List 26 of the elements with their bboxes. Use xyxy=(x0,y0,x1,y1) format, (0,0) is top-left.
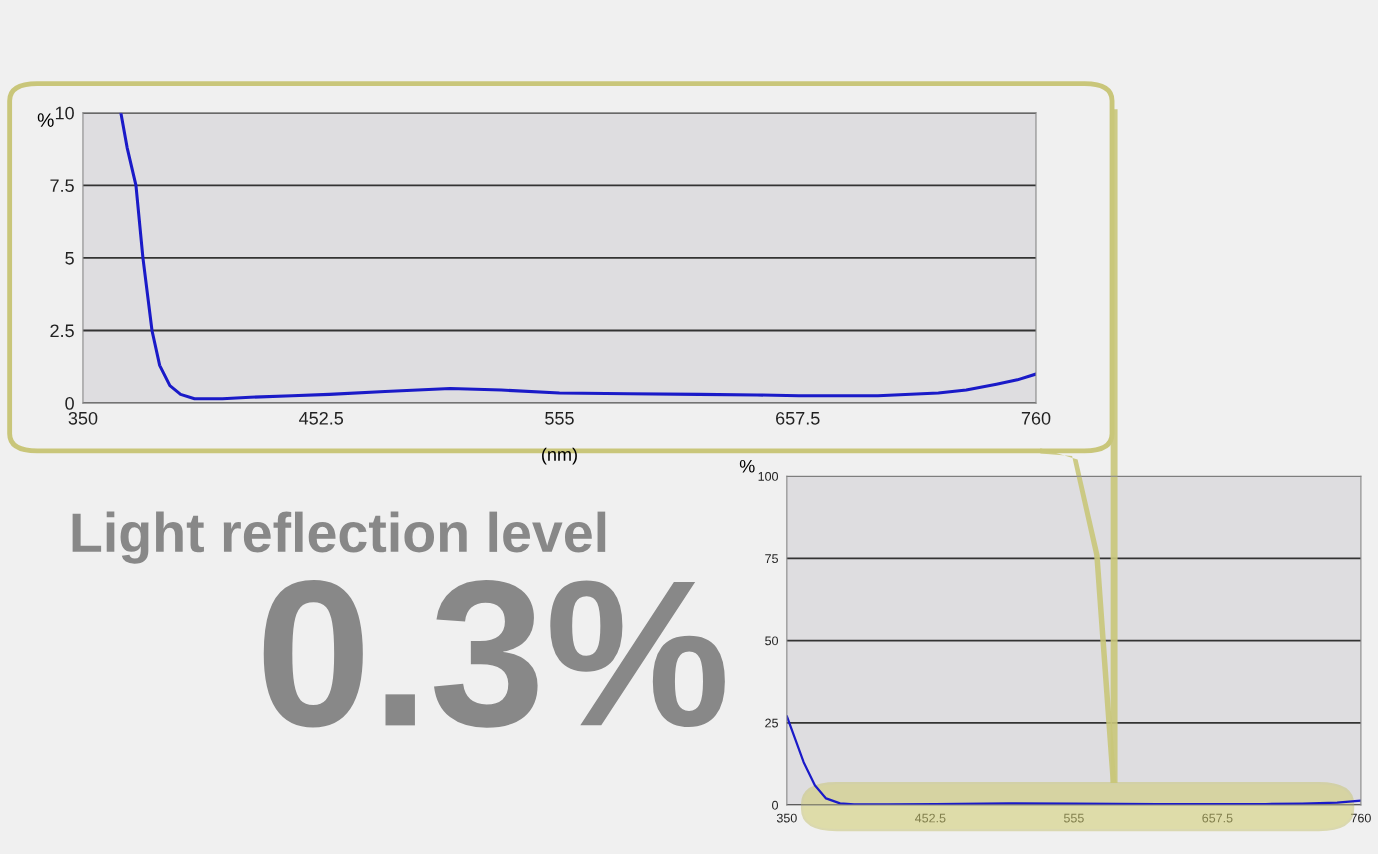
y-tick-label: 10 xyxy=(55,106,74,120)
x-tick-label: 452.5 xyxy=(299,411,344,425)
x-axis-title: (nm) xyxy=(542,447,577,465)
text: 0.3% xyxy=(263,579,725,728)
y-axis-title: % xyxy=(739,459,755,473)
y-tick-label: 5 xyxy=(65,252,74,265)
x-tick-label: 555 xyxy=(1063,813,1084,823)
x-tick-label: 657.5 xyxy=(776,411,820,425)
y-tick-label: 100 xyxy=(758,471,779,481)
text: Light reflection level xyxy=(72,511,606,564)
x-tick-label: 452.5 xyxy=(915,813,946,823)
x-tick-label: 760 xyxy=(1021,411,1051,425)
y-axis-title: % xyxy=(37,113,54,127)
y-tick-label: 0 xyxy=(65,397,74,410)
x-tick-label: 657.5 xyxy=(1202,813,1233,823)
y-tick-label: 7.5 xyxy=(50,179,74,193)
y-tick-label: 0 xyxy=(772,800,779,810)
y-tick-label: 2.5 xyxy=(50,324,74,338)
y-tick-label: 50 xyxy=(765,636,779,646)
x-tick-label: 555 xyxy=(545,412,574,425)
x-tick-label: 350 xyxy=(68,411,98,425)
y-tick-label: 25 xyxy=(765,718,778,728)
line-series xyxy=(119,112,1036,401)
y-tick-label: 75 xyxy=(765,554,778,564)
x-tick-label: 350 xyxy=(776,813,797,823)
x-tick-label: 760 xyxy=(1351,813,1371,823)
